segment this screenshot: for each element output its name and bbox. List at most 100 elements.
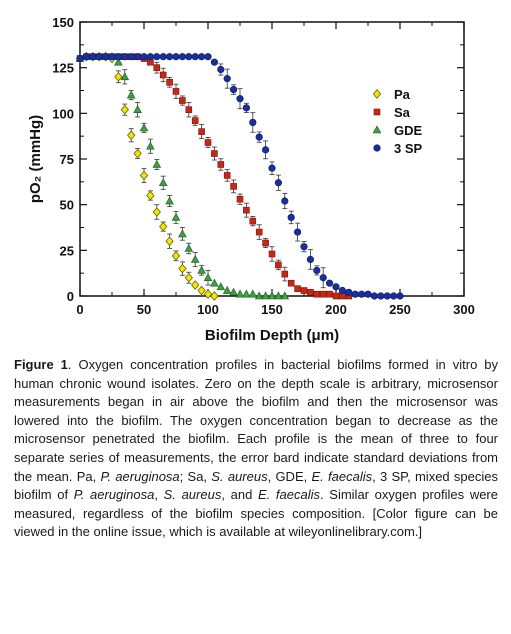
point-gde: [274, 291, 283, 300]
point-pa: [139, 170, 149, 181]
point-gde: [133, 105, 142, 113]
point-3-sp: [95, 53, 103, 61]
figure-caption: Figure 1. Oxygen concentration profiles …: [14, 356, 498, 542]
point-pa: [120, 104, 129, 115]
point-pa: [171, 250, 181, 261]
point-3-sp: [319, 274, 327, 282]
point-pa: [191, 280, 200, 290]
point-gde: [242, 289, 251, 298]
legend-marker-sa: [373, 108, 381, 116]
point-3-sp: [370, 292, 379, 300]
point-sa: [159, 71, 167, 79]
point-3-sp: [351, 290, 359, 298]
data-points: [75, 51, 404, 301]
y-tick-label: 125: [52, 61, 74, 76]
point-3-sp: [146, 53, 154, 61]
legend-label-pa: Pa: [394, 87, 411, 102]
x-tick-label: 200: [325, 302, 347, 317]
point-3-sp: [121, 53, 129, 61]
species-name: E. faecalis: [311, 468, 373, 484]
point-3-sp: [377, 292, 385, 300]
point-3-sp: [242, 104, 250, 112]
point-3-sp: [390, 292, 398, 300]
point-sa: [243, 206, 250, 214]
point-pa: [114, 71, 123, 82]
point-pa: [203, 289, 213, 299]
legend-marker-pa: [372, 89, 382, 99]
point-gde: [280, 291, 290, 300]
point-gde: [139, 123, 149, 132]
point-3-sp: [166, 53, 174, 61]
point-3-sp: [153, 53, 161, 61]
point-gde: [120, 72, 130, 81]
point-gde: [158, 178, 168, 187]
x-tick-label: 150: [261, 302, 283, 317]
point-sa: [255, 228, 263, 236]
point-3-sp: [198, 53, 206, 61]
point-3-sp: [114, 53, 122, 61]
point-3-sp: [300, 243, 308, 251]
point-3-sp: [191, 53, 199, 61]
point-gde: [152, 159, 162, 168]
point-3-sp: [140, 53, 148, 61]
point-3-sp: [210, 58, 218, 66]
point-sa: [281, 270, 289, 278]
axis-tick-labels: 0 50 100 150 200 250 300 0 25 50 75 100 125 150: [52, 15, 475, 317]
point-sa: [294, 285, 301, 292]
legend-label-sa: Sa: [394, 105, 411, 120]
point-sa: [179, 97, 186, 104]
point-pa: [184, 272, 193, 283]
point-sa: [153, 64, 161, 71]
point-3-sp: [185, 53, 193, 61]
oxygen-profile-chart: 0 50 100 150 200 250 300 0 25 50 75 100 125 150 Pa Sa G…: [27, 15, 475, 344]
legend: Pa Sa GDE 3 SP: [372, 87, 423, 156]
point-3-sp: [262, 146, 270, 154]
legend-marker-gde: [372, 125, 382, 134]
point-gde: [184, 243, 194, 252]
point-pa: [178, 263, 187, 274]
legend-label-gde: GDE: [394, 123, 423, 138]
point-gde: [114, 57, 123, 66]
point-3-sp: [345, 288, 353, 296]
point-gde: [229, 287, 238, 296]
caption-text: . Similar oxygen profiles were measured,…: [14, 487, 498, 540]
point-gde: [210, 278, 219, 287]
point-sa: [275, 261, 282, 269]
point-sa: [204, 139, 212, 146]
x-tick-label: 0: [76, 302, 83, 317]
point-sa: [211, 150, 218, 157]
y-axis-label: pO₂ (mmHg): [27, 115, 44, 203]
species-name: P. aeruginosa: [73, 487, 155, 503]
point-gde: [248, 289, 258, 298]
point-gde: [267, 291, 277, 300]
x-tick-label: 250: [389, 302, 411, 317]
y-tick-label: 50: [60, 198, 74, 213]
point-gde: [261, 291, 270, 300]
point-gde: [197, 265, 206, 274]
point-sa: [198, 128, 205, 135]
point-3-sp: [127, 53, 135, 61]
point-gde: [235, 289, 245, 298]
caption-text: , 3 SP, mixed species biofilm of: [14, 468, 498, 503]
point-pa: [210, 291, 219, 301]
point-pa: [146, 190, 155, 201]
point-pa: [165, 236, 174, 247]
point-sa: [326, 290, 333, 298]
point-sa: [332, 292, 340, 300]
species-name: P. aeruginosa: [100, 468, 180, 484]
point-pa: [127, 130, 136, 141]
point-sa: [319, 290, 327, 298]
figure-label: Figure 1: [14, 357, 68, 372]
point-gde: [126, 90, 136, 99]
point-pa: [197, 285, 206, 296]
point-gde: [203, 273, 213, 282]
point-gde: [178, 229, 187, 238]
point-sa: [172, 88, 180, 95]
point-3-sp: [223, 75, 231, 83]
point-gde: [254, 291, 264, 300]
legend-label-3-sp: 3 SP: [394, 141, 423, 156]
point-sa: [166, 78, 173, 86]
point-3-sp: [101, 53, 110, 61]
point-gde: [146, 141, 155, 150]
point-sa: [223, 172, 231, 179]
